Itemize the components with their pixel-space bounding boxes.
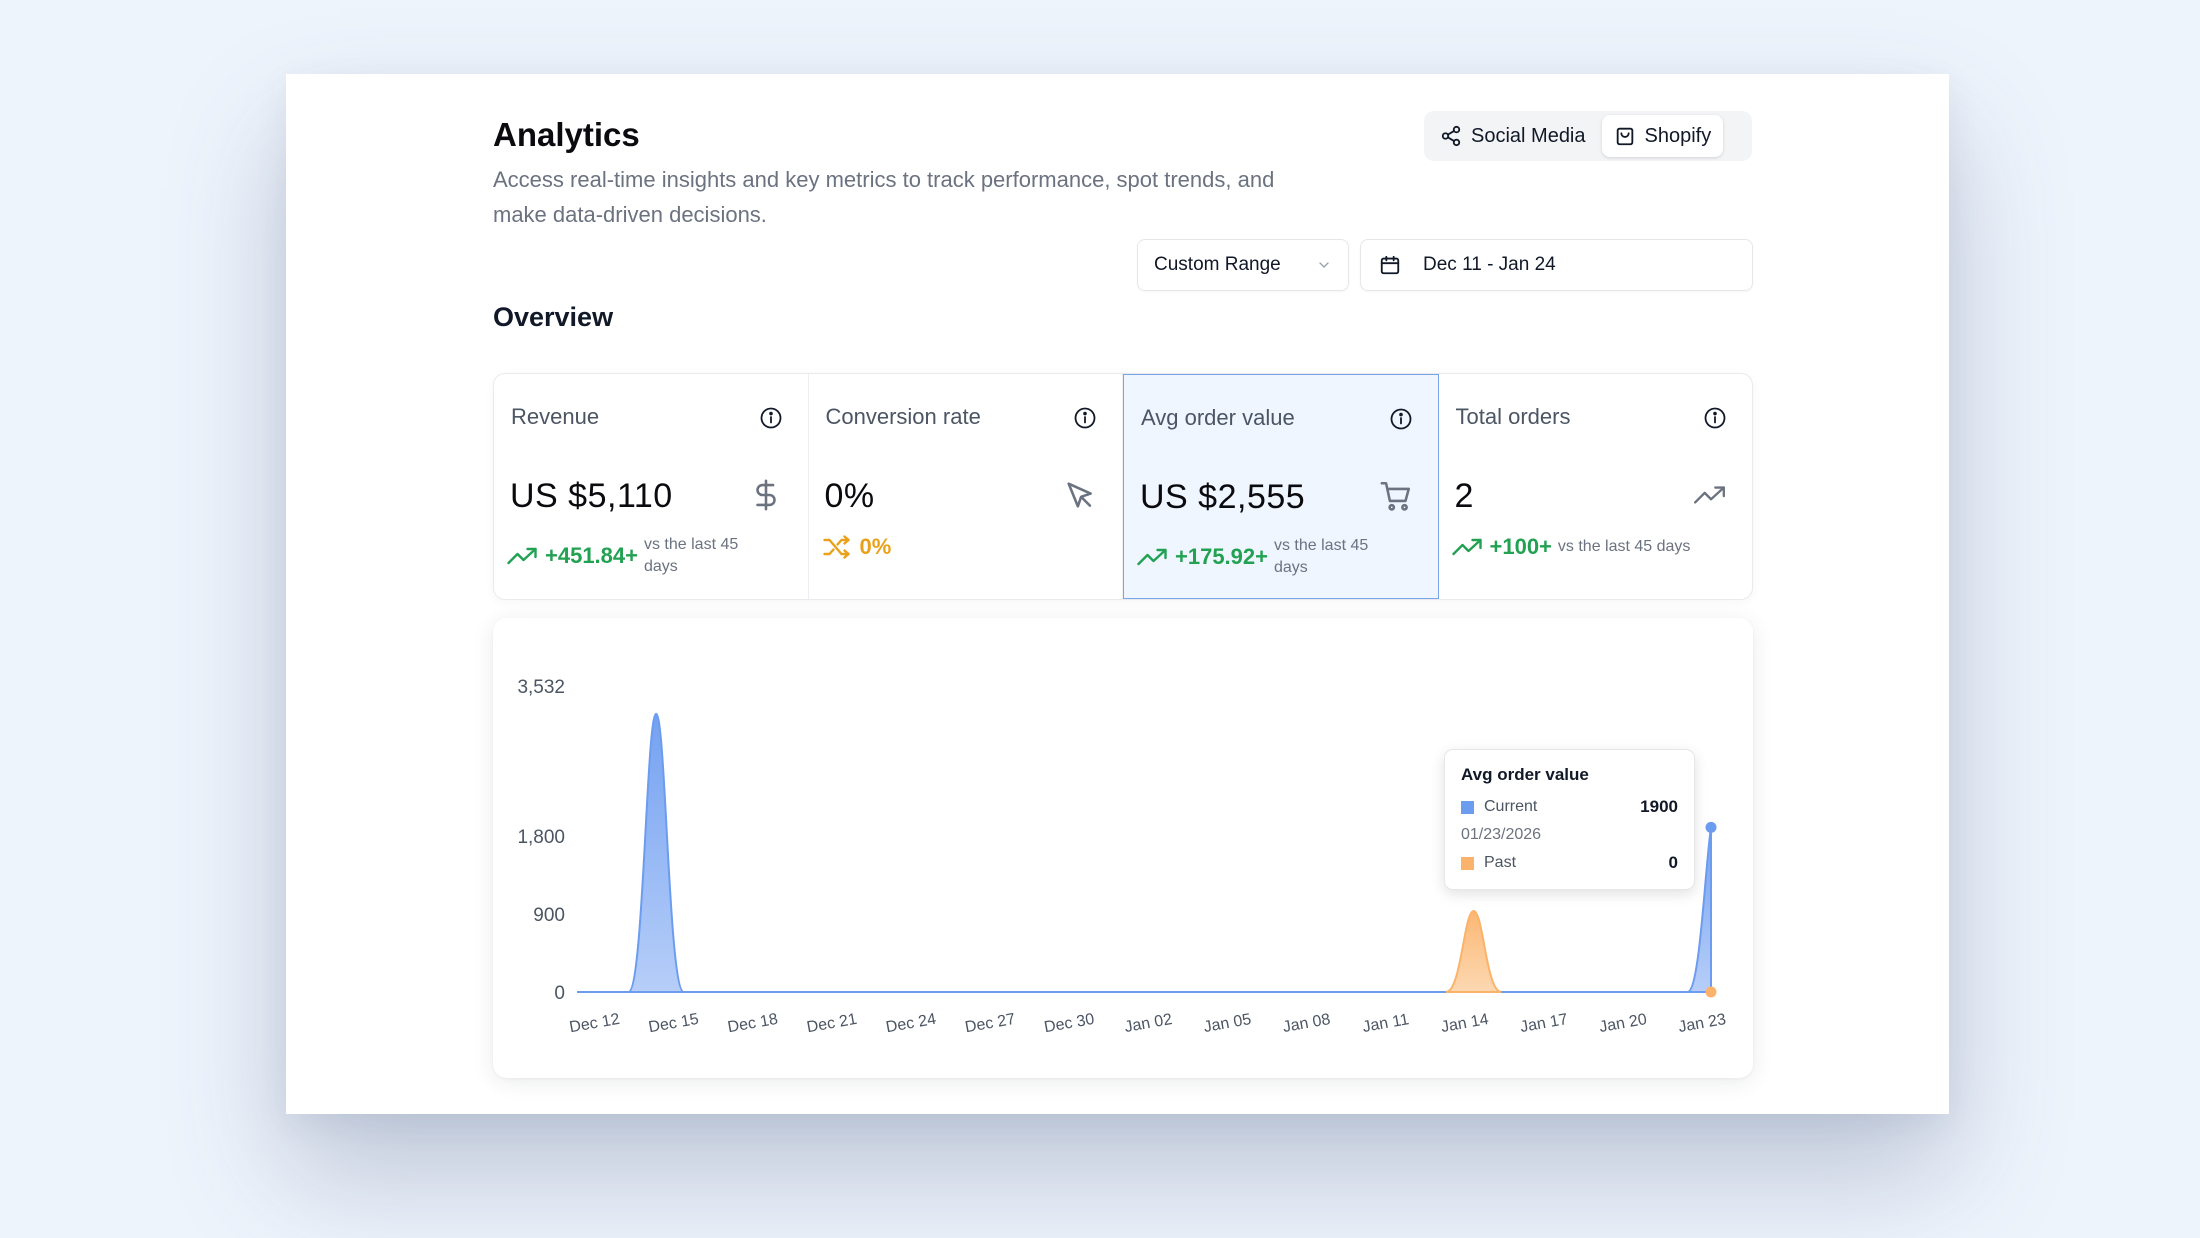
current-swatch <box>1461 800 1474 814</box>
chart-canvas[interactable]: 0 900 1,800 3,532 Dec 12 Dec 15 Dec 18 Dec 21 D… <box>493 618 1753 1078</box>
card-value: US $5,110 <box>510 477 673 515</box>
x-tick-label: Jan 20 <box>1598 1011 1648 1036</box>
info-icon[interactable] <box>1389 407 1413 431</box>
revenue-card[interactable]: Revenue US $5,110 +451.84+ vs the last 4… <box>494 374 809 599</box>
tooltip-current-row: Current 1900 <box>1461 793 1678 821</box>
tooltip-date: 01/23/2026 <box>1461 826 1542 843</box>
shuffle-icon <box>822 535 850 559</box>
tooltip-current-value: 1900 <box>1640 797 1678 816</box>
info-icon[interactable] <box>1073 406 1097 430</box>
date-range-value: Dec 11 - Jan 24 <box>1423 254 1556 275</box>
range-select-value: Custom Range <box>1154 254 1281 275</box>
avg-order-value-card[interactable]: Avg order value US $2,555 +175.92+ vs th… <box>1123 374 1439 599</box>
trend-value: +100+ <box>1489 534 1552 559</box>
card-value: US $2,555 <box>1140 478 1306 516</box>
shopify-tab[interactable]: Shopify <box>1601 115 1724 157</box>
shopify-label: Shopify <box>1644 124 1712 147</box>
tooltip-past-value: 0 <box>1668 853 1678 872</box>
card-trend: +100+ vs the last 45 days <box>1451 534 1691 560</box>
info-icon[interactable] <box>759 406 783 430</box>
x-tick-label: Jan 23 <box>1677 1011 1727 1036</box>
x-tick-label: Dec 18 <box>726 1011 779 1037</box>
trending-up-icon <box>1693 486 1725 504</box>
current-series-peak <box>627 712 685 993</box>
tooltip-current-label: Current <box>1484 798 1538 815</box>
source-toggle: Social Media Shopify <box>1424 111 1752 161</box>
chart-tooltip: Avg order value Current 1900 01/23/2026 … <box>1444 749 1695 890</box>
trend-value: +451.84+ <box>545 543 638 568</box>
trending-up-icon <box>1451 538 1482 556</box>
past-series-peak <box>1445 909 1502 993</box>
card-trend: +175.92+ vs the last 45 days <box>1136 535 1392 579</box>
shopping-bag-icon <box>1616 127 1633 146</box>
tooltip-past-row: Past 0 <box>1461 849 1678 877</box>
card-trend: +451.84+ vs the last 45 days <box>506 534 762 578</box>
x-tick-label: Dec 12 <box>568 1011 621 1037</box>
metric-cards: Revenue US $5,110 +451.84+ vs the last 4… <box>493 373 1753 600</box>
card-value: 2 <box>1454 477 1474 515</box>
overview-title: Overview <box>493 302 614 332</box>
y-tick-label: 0 <box>554 983 565 1004</box>
y-tick-label: 900 <box>533 905 565 926</box>
past-swatch <box>1461 856 1474 870</box>
total-orders-card[interactable]: Total orders 2 +100+ vs the last 45 days <box>1439 374 1753 599</box>
tooltip-title: Avg order value <box>1461 765 1589 784</box>
cart-icon <box>1380 481 1410 511</box>
page-description: Access real-time insights and key metric… <box>493 167 1275 227</box>
conversion-rate-card[interactable]: Conversion rate 0% 0% <box>809 374 1123 599</box>
tooltip-past-label: Past <box>1484 854 1517 871</box>
social-media-label: Social Media <box>1471 124 1586 147</box>
x-tick-label: Jan 08 <box>1282 1011 1332 1036</box>
x-tick-label: Jan 17 <box>1519 1011 1569 1036</box>
trend-note: vs the last 45 days <box>643 536 739 575</box>
card-trend: 0% <box>821 534 892 560</box>
trending-up-icon <box>507 547 537 565</box>
current-point-dot <box>1705 821 1717 833</box>
cursor-icon <box>1067 482 1092 508</box>
info-icon[interactable] <box>1703 406 1727 430</box>
card-label: Conversion rate <box>825 404 981 429</box>
card-label: Total orders <box>1455 404 1571 429</box>
share-icon <box>1441 125 1461 147</box>
range-select[interactable]: Custom Range <box>1137 239 1349 291</box>
x-tick-label: Jan 14 <box>1440 1011 1490 1036</box>
x-tick-label: Jan 05 <box>1202 1011 1252 1036</box>
y-tick-label: 1,800 <box>517 827 565 848</box>
date-range-picker[interactable]: Dec 11 - Jan 24 <box>1360 239 1753 291</box>
avg-order-value-chart: 0 900 1,800 3,532 Dec 12 Dec 15 Dec 18 Dec 21 D… <box>493 618 1753 1078</box>
page-title: Analytics <box>493 116 640 153</box>
x-tick-label: Dec 27 <box>964 1011 1017 1037</box>
trend-note: vs the last 45 days <box>1557 538 1691 555</box>
trend-value: 0% <box>859 534 892 559</box>
social-media-tab[interactable]: Social Media <box>1428 115 1598 157</box>
app-window: Analytics Access real-time insights and … <box>286 74 1949 1114</box>
trend-value: +175.92+ <box>1175 544 1268 569</box>
calendar-icon <box>1380 255 1400 275</box>
x-tick-label: Jan 02 <box>1123 1011 1173 1036</box>
x-tick-label: Dec 24 <box>885 1011 938 1037</box>
card-label: Revenue <box>511 404 600 429</box>
chevron-down-icon <box>1319 262 1329 268</box>
dollar-icon <box>755 479 776 511</box>
trending-up-icon <box>1137 548 1167 566</box>
x-tick-label: Jan 11 <box>1361 1011 1410 1036</box>
x-tick-label: Dec 30 <box>1043 1011 1096 1037</box>
y-tick-label: 3,532 <box>517 677 565 698</box>
card-value: 0% <box>824 477 875 515</box>
trend-note: vs the last 45 days <box>1273 537 1369 576</box>
card-label: Avg order value <box>1141 405 1295 430</box>
past-point-dot <box>1705 986 1717 998</box>
x-tick-label: Dec 15 <box>647 1011 700 1037</box>
x-tick-label: Dec 21 <box>805 1011 858 1037</box>
